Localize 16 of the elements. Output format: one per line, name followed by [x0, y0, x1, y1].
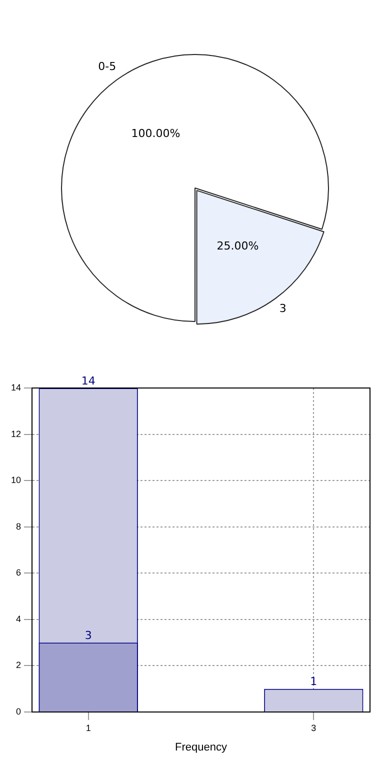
x-axis-title: Frequency	[175, 741, 228, 754]
data-label: 3	[84, 628, 92, 642]
data-label: 1	[310, 675, 318, 688]
y-tick-label: 14	[10, 382, 22, 392]
y-tick-label: 2	[16, 660, 22, 670]
data-label: 14	[81, 374, 96, 388]
data-label: 25.00%	[216, 240, 259, 253]
y-tick-label: 10	[10, 475, 22, 486]
y-tick-label: 0	[16, 706, 22, 716]
data-label: 100.00%	[131, 126, 180, 140]
y-tick-label: 6	[16, 568, 22, 578]
y-tick-label: 8	[16, 521, 22, 532]
y-tick-label: 4	[16, 614, 22, 624]
slice-label: 0-5	[98, 60, 116, 73]
slice-label: 3	[279, 302, 286, 315]
y-tick-label: 12	[10, 428, 22, 439]
